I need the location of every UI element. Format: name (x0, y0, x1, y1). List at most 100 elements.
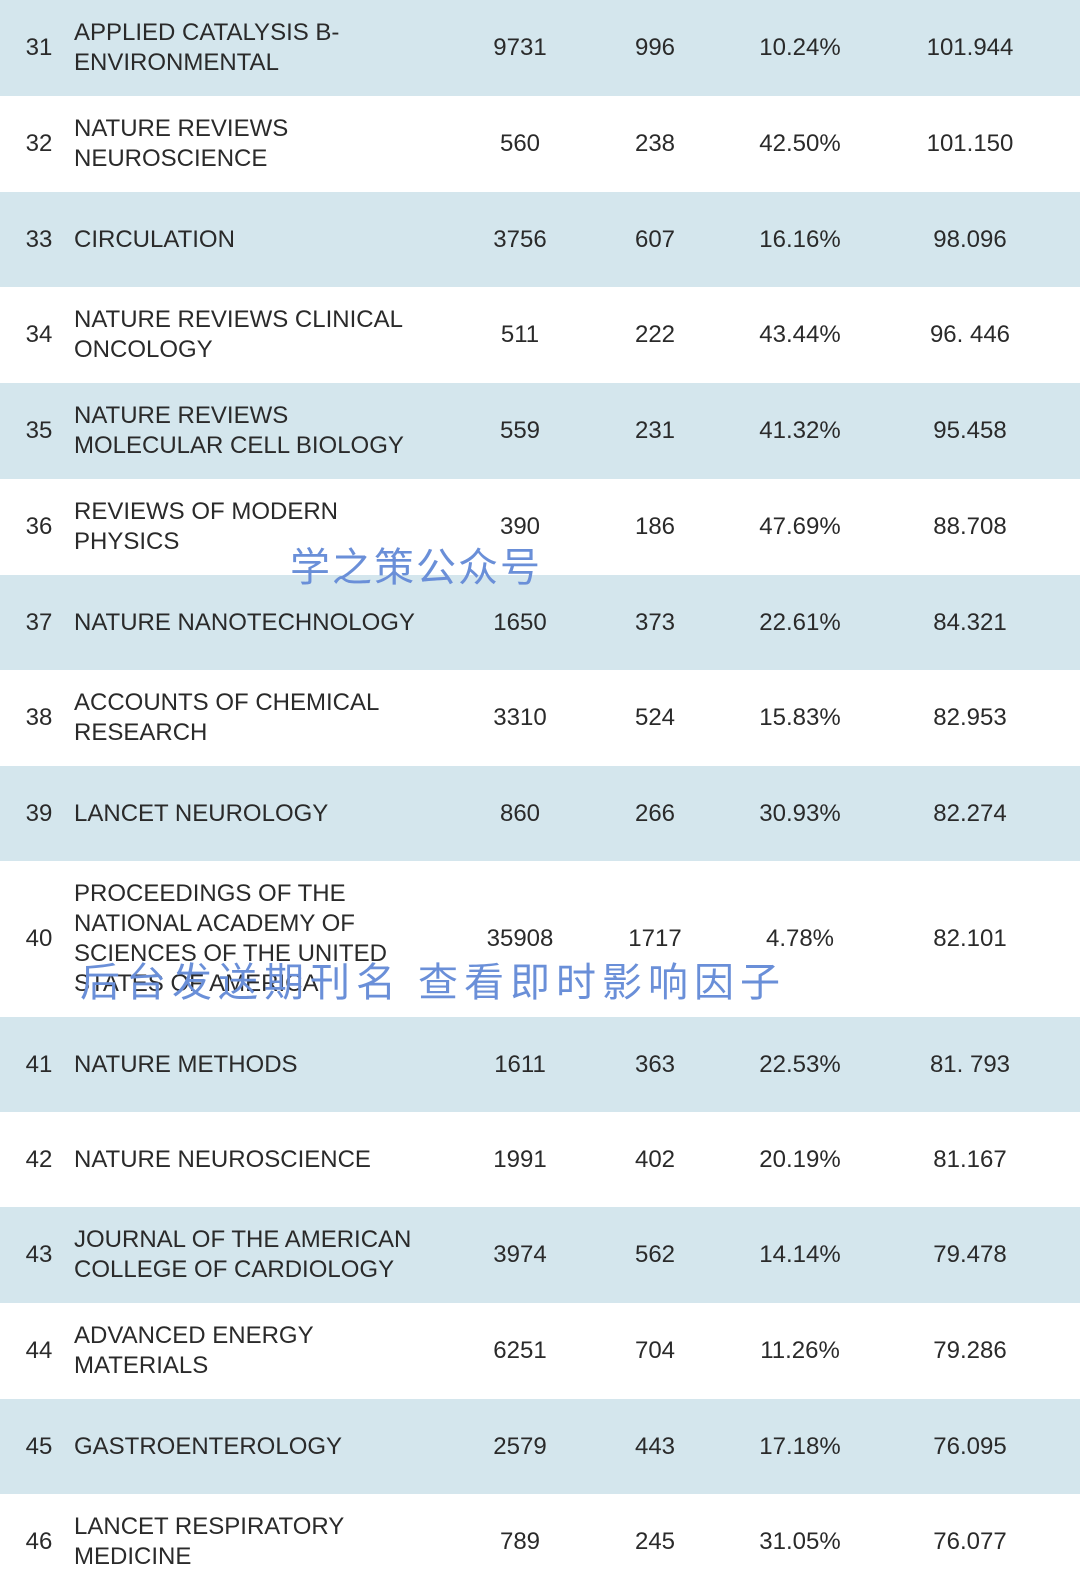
percent-cell: 22.61% (720, 609, 880, 637)
rank-cell: 32 (0, 130, 70, 158)
value1-cell: 1650 (450, 609, 590, 637)
table-row: 43JOURNAL OF THE AMERICAN COLLEGE OF CAR… (0, 1207, 1080, 1303)
value1-cell: 2579 (450, 1433, 590, 1461)
value1-cell: 789 (450, 1528, 590, 1556)
rank-cell: 42 (0, 1146, 70, 1174)
rank-cell: 33 (0, 226, 70, 254)
score-cell: 81. 793 (880, 1051, 1060, 1079)
journal-name-cell: NATURE REVIEWS NEUROSCIENCE (70, 114, 450, 174)
value2-cell: 222 (590, 321, 720, 349)
journal-table: 31APPLIED CATALYSIS B-ENVIRONMENTAL97319… (0, 0, 1080, 1590)
rank-cell: 44 (0, 1337, 70, 1365)
table-row: 36REVIEWS OF MODERN PHYSICS39018647.69%8… (0, 479, 1080, 575)
journal-name-cell: JOURNAL OF THE AMERICAN COLLEGE OF CARDI… (70, 1225, 450, 1285)
journal-name-cell: NATURE NEUROSCIENCE (70, 1145, 450, 1175)
value2-cell: 186 (590, 513, 720, 541)
value1-cell: 3974 (450, 1241, 590, 1269)
percent-cell: 41.32% (720, 417, 880, 445)
table-row: 34NATURE REVIEWS CLINICAL ONCOLOGY511222… (0, 287, 1080, 383)
journal-name-cell: ADVANCED ENERGY MATERIALS (70, 1321, 450, 1381)
value1-cell: 1611 (450, 1051, 590, 1079)
value2-cell: 607 (590, 226, 720, 254)
score-cell: 82.274 (880, 800, 1060, 828)
journal-name-cell: APPLIED CATALYSIS B-ENVIRONMENTAL (70, 18, 450, 78)
percent-cell: 47.69% (720, 513, 880, 541)
journal-name-cell: NATURE METHODS (70, 1050, 450, 1080)
rank-cell: 34 (0, 321, 70, 349)
rank-cell: 43 (0, 1241, 70, 1269)
score-cell: 79.286 (880, 1337, 1060, 1365)
score-cell: 76.095 (880, 1433, 1060, 1461)
journal-name-cell: PROCEEDINGS OF THE NATIONAL ACADEMY OF S… (70, 879, 450, 999)
value1-cell: 1991 (450, 1146, 590, 1174)
value1-cell: 6251 (450, 1337, 590, 1365)
percent-cell: 15.83% (720, 704, 880, 732)
rank-cell: 41 (0, 1051, 70, 1079)
journal-name-cell: CIRCULATION (70, 225, 450, 255)
value2-cell: 524 (590, 704, 720, 732)
percent-cell: 22.53% (720, 1051, 880, 1079)
score-cell: 76.077 (880, 1528, 1060, 1556)
percent-cell: 4.78% (720, 925, 880, 953)
value2-cell: 1717 (590, 925, 720, 953)
percent-cell: 42.50% (720, 130, 880, 158)
journal-name-cell: NATURE NANOTECHNOLOGY (70, 608, 450, 638)
score-cell: 95.458 (880, 417, 1060, 445)
value1-cell: 390 (450, 513, 590, 541)
value1-cell: 35908 (450, 925, 590, 953)
value2-cell: 996 (590, 34, 720, 62)
journal-name-cell: LANCET NEUROLOGY (70, 799, 450, 829)
table-row: 42NATURE NEUROSCIENCE199140220.19%81.167 (0, 1112, 1080, 1207)
rank-cell: 46 (0, 1528, 70, 1556)
rank-cell: 45 (0, 1433, 70, 1461)
value2-cell: 266 (590, 800, 720, 828)
rank-cell: 40 (0, 925, 70, 953)
score-cell: 96. 446 (880, 321, 1060, 349)
value1-cell: 559 (450, 417, 590, 445)
rank-cell: 39 (0, 800, 70, 828)
value1-cell: 511 (450, 321, 590, 349)
value2-cell: 704 (590, 1337, 720, 1365)
score-cell: 98.096 (880, 226, 1060, 254)
percent-cell: 17.18% (720, 1433, 880, 1461)
value1-cell: 560 (450, 130, 590, 158)
score-cell: 82.101 (880, 925, 1060, 953)
score-cell: 79.478 (880, 1241, 1060, 1269)
value2-cell: 443 (590, 1433, 720, 1461)
rank-cell: 38 (0, 704, 70, 732)
score-cell: 84.321 (880, 609, 1060, 637)
journal-name-cell: GASTROENTEROLOGY (70, 1432, 450, 1462)
value2-cell: 231 (590, 417, 720, 445)
table-row: 41NATURE METHODS161136322.53%81. 793 (0, 1017, 1080, 1112)
table-row: 33CIRCULATION375660716.16%98.096 (0, 192, 1080, 287)
journal-name-cell: LANCET RESPIRATORY MEDICINE (70, 1512, 450, 1572)
table-row: 32NATURE REVIEWS NEUROSCIENCE56023842.50… (0, 96, 1080, 192)
rank-cell: 35 (0, 417, 70, 445)
value2-cell: 245 (590, 1528, 720, 1556)
percent-cell: 10.24% (720, 34, 880, 62)
percent-cell: 31.05% (720, 1528, 880, 1556)
value2-cell: 402 (590, 1146, 720, 1174)
table-row: 40PROCEEDINGS OF THE NATIONAL ACADEMY OF… (0, 861, 1080, 1017)
value1-cell: 3310 (450, 704, 590, 732)
table-row: 39LANCET NEUROLOGY86026630.93%82.274 (0, 766, 1080, 861)
value1-cell: 9731 (450, 34, 590, 62)
percent-cell: 43.44% (720, 321, 880, 349)
value2-cell: 373 (590, 609, 720, 637)
journal-name-cell: NATURE REVIEWS CLINICAL ONCOLOGY (70, 305, 450, 365)
value2-cell: 562 (590, 1241, 720, 1269)
percent-cell: 14.14% (720, 1241, 880, 1269)
table-row: 45GASTROENTEROLOGY257944317.18%76.095 (0, 1399, 1080, 1494)
journal-name-cell: ACCOUNTS OF CHEMICAL RESEARCH (70, 688, 450, 748)
table-row: 46LANCET RESPIRATORY MEDICINE78924531.05… (0, 1494, 1080, 1590)
table-row: 37NATURE NANOTECHNOLOGY165037322.61%84.3… (0, 575, 1080, 670)
value2-cell: 238 (590, 130, 720, 158)
percent-cell: 11.26% (720, 1337, 880, 1365)
score-cell: 101.944 (880, 34, 1060, 62)
journal-name-cell: NATURE REVIEWS MOLECULAR CELL BIOLOGY (70, 401, 450, 461)
percent-cell: 20.19% (720, 1146, 880, 1174)
journal-name-cell: REVIEWS OF MODERN PHYSICS (70, 497, 450, 557)
table-row: 44ADVANCED ENERGY MATERIALS625170411.26%… (0, 1303, 1080, 1399)
rank-cell: 31 (0, 34, 70, 62)
score-cell: 81.167 (880, 1146, 1060, 1174)
